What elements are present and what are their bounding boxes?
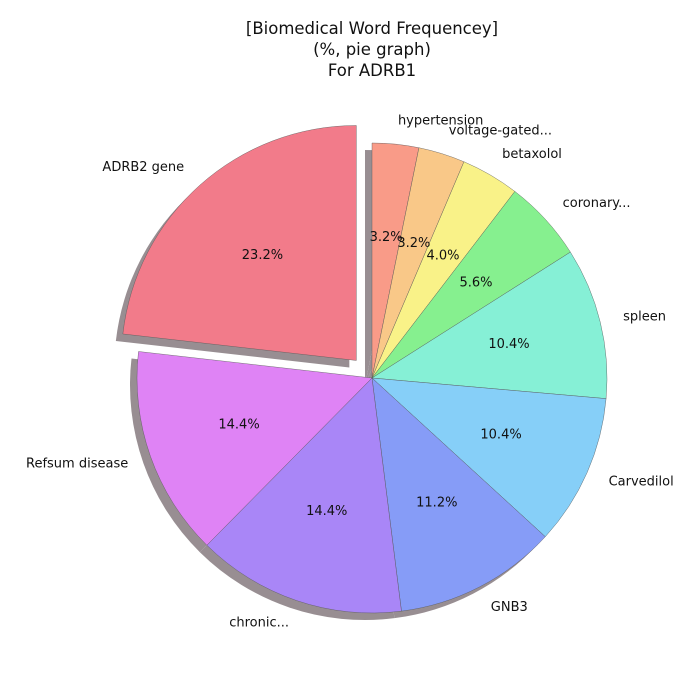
slice-label-betaxolol: betaxolol [502,147,562,162]
slice-label-voltage-gated: voltage-gated... [449,124,552,139]
slice-carvedilol[interactable] [371,377,607,537]
slice-label-carvedilol: Carvedilol [609,475,674,490]
chart-title-line-1: [Biomedical Word Frequencey] [246,19,498,38]
slice-label-adrb2-gene: ADRB2 gene [102,160,184,175]
slice-percentage-coronary: 5.6% [459,275,492,290]
slice-percentage-carvedilol: 10.4% [480,427,521,442]
slice-label-refsum-disease: Refsum disease [26,457,128,472]
chart-title: [Biomedical Word Frequencey] (%, pie gra… [246,19,498,80]
slice-label-coronary: coronary... [563,196,631,211]
slice-percentage-voltage-gated: 3.2% [397,236,430,251]
slice-gnb3[interactable] [371,377,546,612]
slice-spleen[interactable] [371,251,608,399]
slice-label-hypertension: hypertension [398,113,483,128]
slice-percentage-betaxolol: 4.0% [426,249,459,264]
slice-chronic[interactable] [206,377,402,614]
slice-percentage-chronic: 14.4% [306,504,347,519]
slice-refsum-disease[interactable] [136,351,373,546]
slice-percentage-gnb3: 11.2% [416,496,457,511]
slice-label-chronic: chronic... [229,615,289,630]
chart-title-line-3: For ADRB1 [328,61,416,80]
slice-percentage-refsum-disease: 14.4% [218,417,259,432]
slice-label-gnb3: GNB3 [491,600,528,615]
slice-percentage-adrb2-gene: 23.2% [242,248,283,263]
slice-adrb2-gene[interactable] [122,125,357,361]
slice-percentage-spleen: 10.4% [488,337,529,352]
slice-percentage-hypertension: 3.2% [370,230,403,245]
chart-title-line-2: (%, pie graph) [313,40,431,59]
slice-percentages: 3.2%3.2%4.0%5.6%10.4%10.4%11.2%14.4%14.4… [218,230,529,519]
slice-label-spleen: spleen [623,309,666,324]
pie-slices [122,125,608,614]
